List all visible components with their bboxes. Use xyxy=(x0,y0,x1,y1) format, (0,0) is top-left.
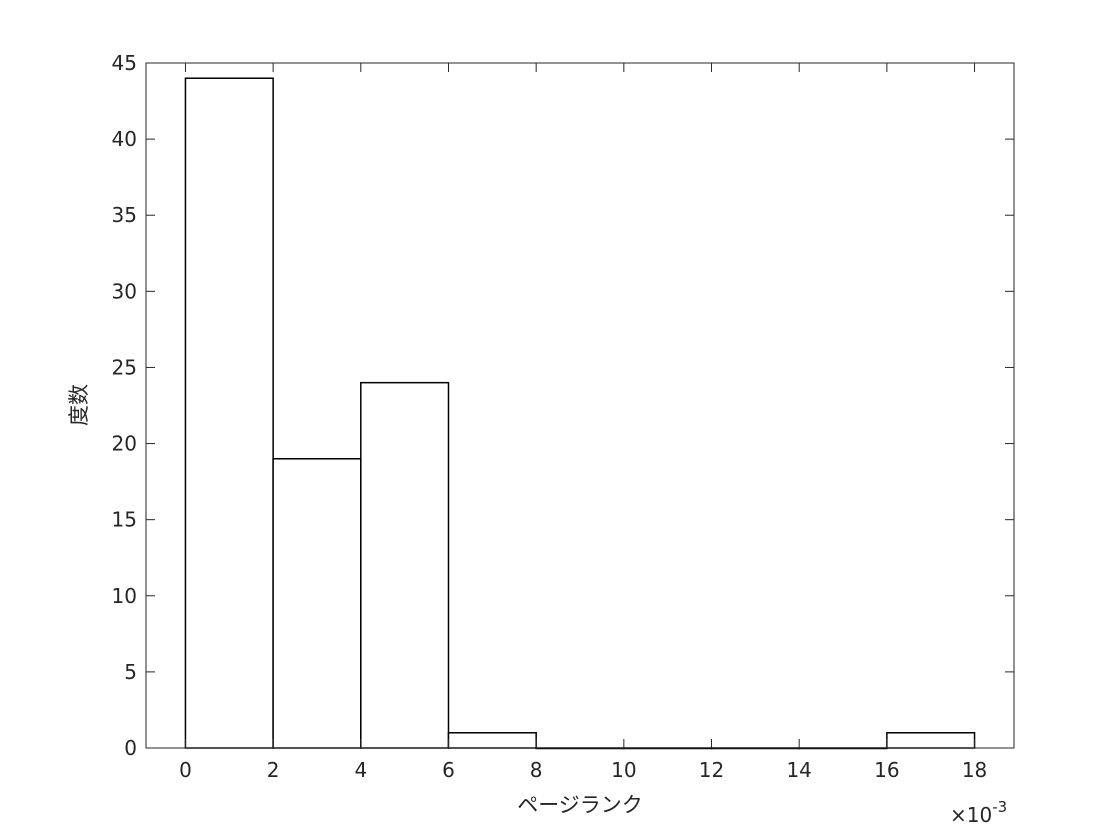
y-tick-label: 45 xyxy=(112,51,137,75)
y-tick-label: 15 xyxy=(112,508,137,532)
x-tick-label: 2 xyxy=(267,758,280,782)
y-tick-label: 40 xyxy=(112,127,137,151)
x-exponent-base: ×10 xyxy=(950,803,992,827)
x-tick-label: 6 xyxy=(442,758,455,782)
y-tick-label: 30 xyxy=(112,279,137,303)
x-tick-label: 10 xyxy=(611,758,636,782)
y-tick-label: 5 xyxy=(124,660,137,684)
x-tick-label: 12 xyxy=(699,758,724,782)
x-tick-label: 8 xyxy=(530,758,543,782)
x-tick-label: 14 xyxy=(786,758,811,782)
histogram-bar xyxy=(886,732,976,749)
y-axis-label: 度数 xyxy=(67,384,91,426)
histogram-bar xyxy=(184,77,274,749)
x-exponent-power: -3 xyxy=(992,798,1007,816)
histogram-bar xyxy=(360,381,450,749)
plot-area-frame xyxy=(145,62,1015,749)
bars-group xyxy=(184,77,976,750)
histogram-bar xyxy=(272,458,362,749)
x-tick-label: 0 xyxy=(179,758,192,782)
x-axis-label: ページランク xyxy=(517,793,643,817)
y-tick-label: 20 xyxy=(112,432,137,456)
y-tick-label: 10 xyxy=(112,584,137,608)
x-tick-label: 16 xyxy=(874,758,899,782)
y-tick-label: 35 xyxy=(112,203,137,227)
y-tick-label: 0 xyxy=(124,736,137,760)
x-tick-label: 4 xyxy=(354,758,367,782)
tick-labels-group: 0 2 4 6 8 10 12 14 16 18 0 5 10 15 20 25 30 35 40 45 xyxy=(112,51,988,782)
y-tick-label: 25 xyxy=(112,355,137,379)
x-tick-label: 18 xyxy=(962,758,987,782)
x-exponent-label: ×10-3 xyxy=(950,798,1007,827)
histogram-bar xyxy=(447,732,537,749)
